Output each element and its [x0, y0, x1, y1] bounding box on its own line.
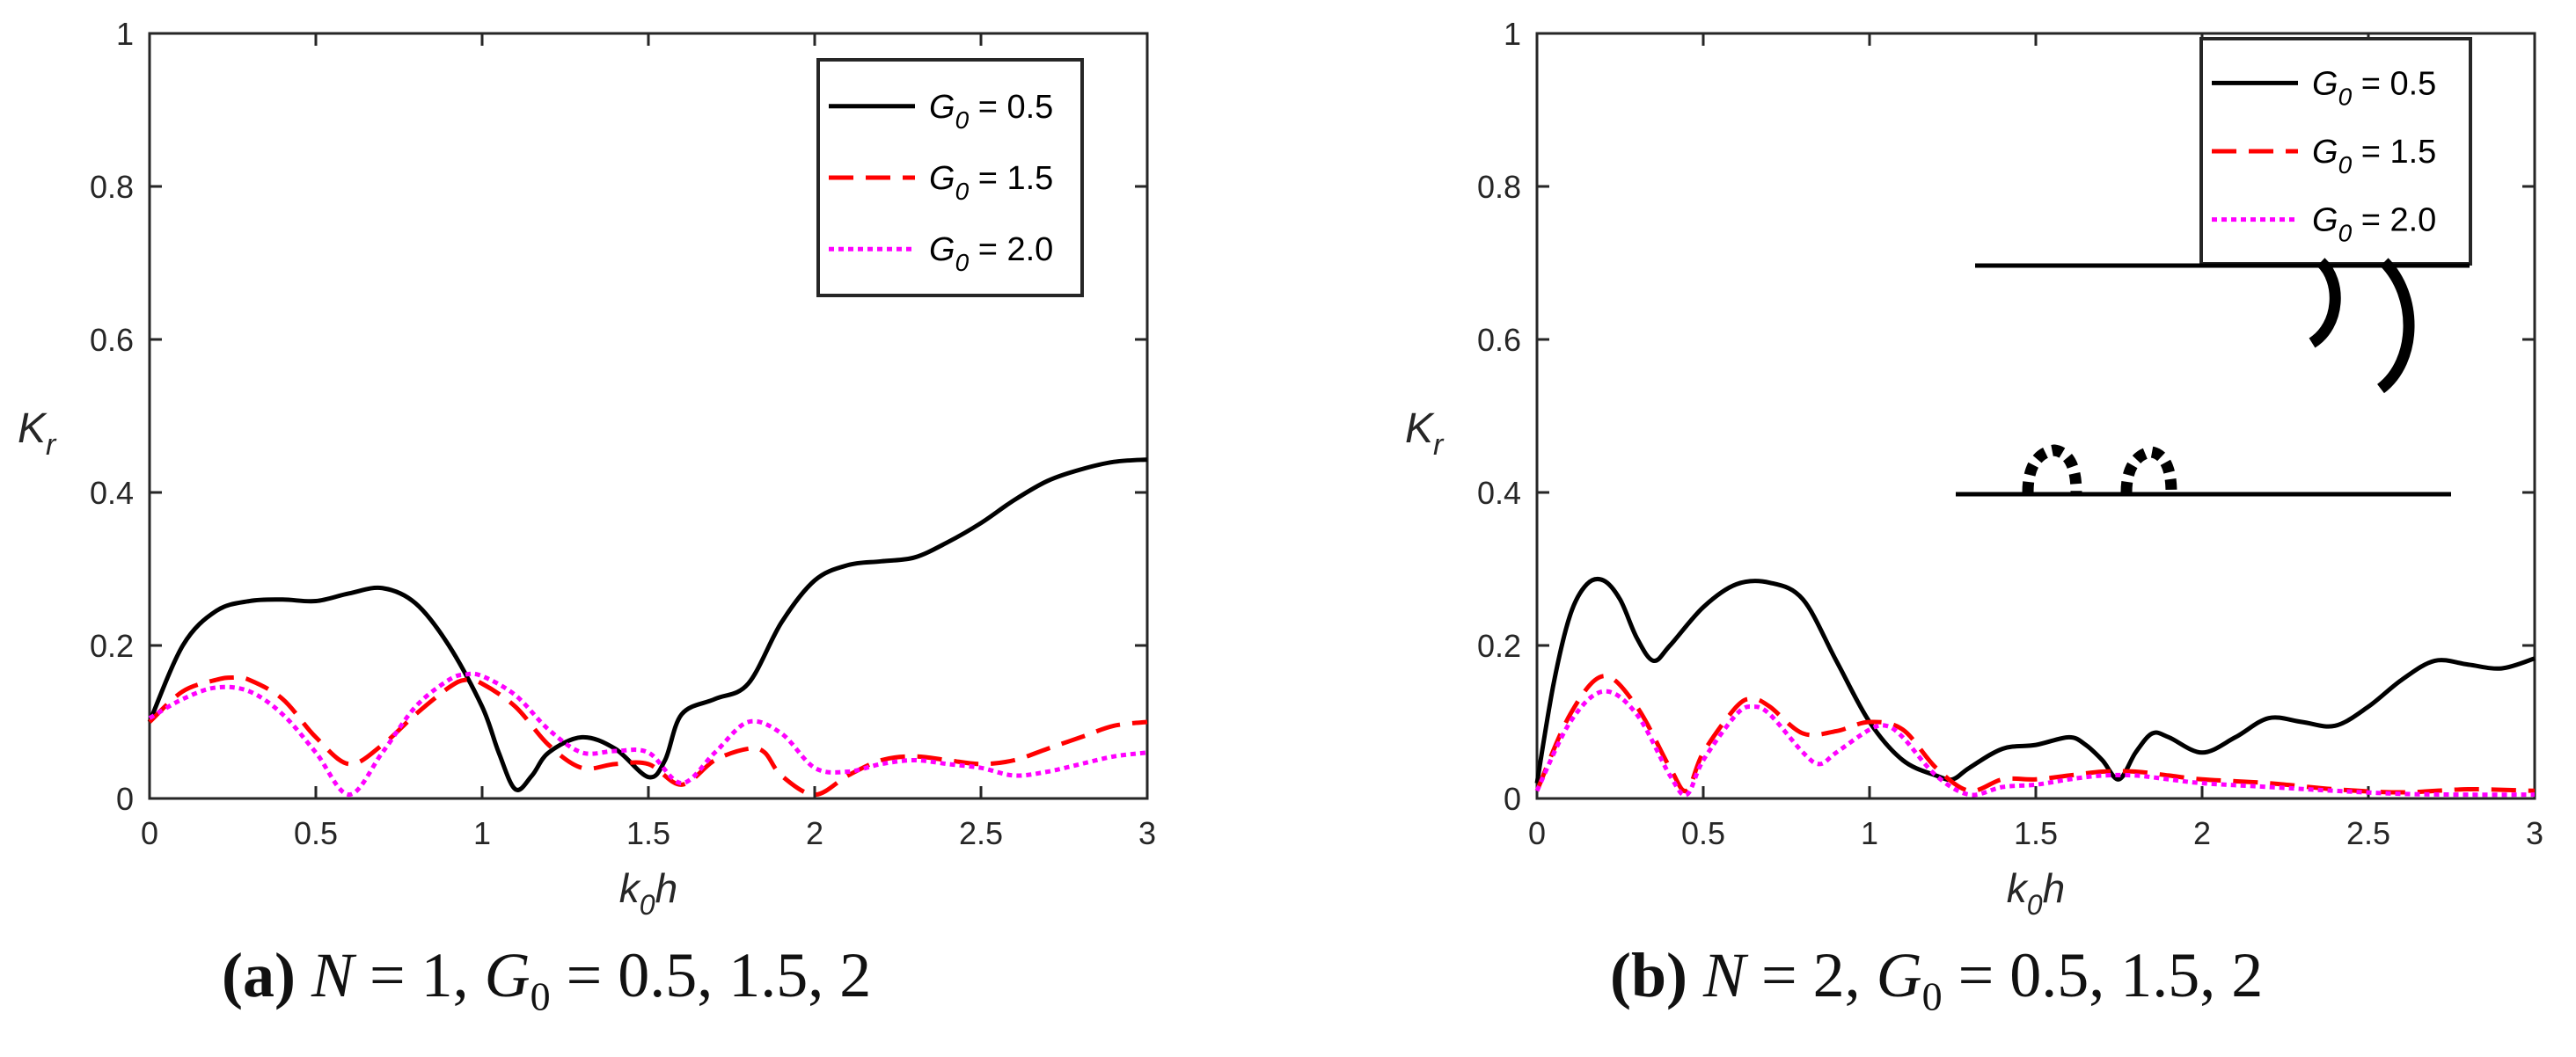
- x-tick-label: 1: [473, 815, 491, 851]
- x-axis-label-part: k: [2007, 865, 2029, 911]
- lower-arc-2: [2120, 446, 2177, 493]
- lower-arc-1: [2022, 444, 2082, 493]
- x-tick-label: 0.5: [294, 815, 338, 851]
- x-tick-label: 2.5: [2346, 815, 2390, 851]
- series-line-g0-2.0: [1534, 689, 2536, 798]
- series-line-g0-0.5: [1534, 576, 2536, 784]
- legend-entry: G0 = 2.0: [929, 231, 1053, 276]
- caption-a: (a) N = 1, G0 = 0.5, 1.5, 2: [222, 939, 871, 1036]
- legend-entry-value: = 2.0: [969, 231, 1053, 268]
- series-line-g0-1.5: [1534, 674, 2536, 795]
- y-tick-label: 0.4: [90, 475, 134, 511]
- caption-b: (b) N = 2, G0 = 0.5, 1.5, 2: [1610, 939, 2263, 1036]
- legend-entry-sub: 0: [955, 106, 970, 134]
- legend-entry-symbol: G: [929, 89, 955, 126]
- series-line-g0-0.5: [147, 457, 1148, 792]
- legend-entry-value: = 1.5: [2352, 134, 2436, 171]
- y-tick-label: 0.6: [1477, 322, 1521, 358]
- x-tick-label: 2.5: [959, 815, 1003, 851]
- x-tick-label: 0: [1528, 815, 1546, 851]
- y-tick-label: 0.8: [1477, 169, 1521, 205]
- legend-entry: G0 = 1.5: [929, 160, 1053, 205]
- x-tick-label: 0: [141, 815, 158, 851]
- caption-a-n-value: = 1,: [353, 940, 485, 1010]
- y-axis-label-part: K: [1405, 405, 1435, 452]
- legend-entry: G0 = 1.5: [2312, 134, 2436, 179]
- upper-curve-large: [2376, 258, 2415, 394]
- caption-b-g: G: [1876, 940, 1922, 1010]
- y-tick-label: 0.2: [90, 628, 134, 664]
- legend-entry-sub: 0: [2338, 83, 2353, 110]
- y-tick-label: 0.6: [90, 322, 134, 358]
- x-tick-label: 3: [2526, 815, 2543, 851]
- legend-entry-symbol: G: [929, 231, 955, 268]
- x-tick-label: 1: [1861, 815, 1878, 851]
- caption-a-n: N: [311, 940, 354, 1010]
- legend-entry-sub: 0: [955, 249, 970, 276]
- y-axis-label: Kr: [1405, 405, 1445, 462]
- caption-b-label: (b): [1610, 940, 1687, 1010]
- x-axis-label: k0h: [619, 865, 677, 921]
- x-axis-label-part: k: [619, 865, 641, 911]
- x-axis-label-part: h: [655, 865, 678, 911]
- legend-entry-sub: 0: [2338, 151, 2353, 179]
- x-axis-label: k0h: [2007, 865, 2065, 921]
- x-tick-label: 1.5: [2014, 815, 2058, 851]
- x-tick-label: 1.5: [626, 815, 670, 851]
- y-axis-label-sub: r: [46, 428, 57, 462]
- legend-entry-symbol: G: [929, 160, 955, 197]
- legend-box: [816, 58, 1084, 297]
- y-tick-label: 0: [1504, 781, 1521, 817]
- upper-curve-small: [2309, 258, 2341, 348]
- legend-entry: G0 = 0.5: [929, 89, 1053, 134]
- y-tick-label: 1: [1504, 16, 1521, 52]
- legend-entry-value: = 2.0: [2352, 202, 2436, 239]
- caption-a-label: (a): [222, 940, 296, 1010]
- caption-b-g-sub: 0: [1921, 973, 1943, 1019]
- x-axis-label-sub: 0: [2027, 889, 2043, 921]
- y-axis-label-sub: r: [1433, 428, 1445, 462]
- y-tick-label: 0: [116, 781, 134, 817]
- series-line-g0-2.0: [148, 671, 1148, 798]
- legend-box: [2199, 37, 2472, 266]
- legend-entry: G0 = 0.5: [2312, 65, 2436, 110]
- legend-entry-sub: 0: [955, 178, 970, 205]
- caption-a-g-values: = 0.5, 1.5, 2: [550, 940, 872, 1010]
- legend-entry-symbol: G: [2312, 202, 2338, 239]
- y-tick-label: 0.4: [1477, 475, 1521, 511]
- legend-entry-symbol: G: [2312, 134, 2338, 171]
- x-tick-label: 2: [2193, 815, 2211, 851]
- series-line-g0-1.5: [148, 674, 1148, 798]
- legend-entry-value: = 1.5: [969, 160, 1053, 197]
- caption-a-g: G: [484, 940, 531, 1010]
- legend-entry-value: = 0.5: [2352, 65, 2436, 102]
- caption-b-n: N: [1703, 940, 1746, 1010]
- legend-entry-symbol: G: [2312, 65, 2338, 102]
- legend-entry-value: = 0.5: [969, 89, 1053, 126]
- x-tick-label: 3: [1138, 815, 1156, 851]
- caption-b-g-values: = 0.5, 1.5, 2: [1942, 940, 2264, 1010]
- y-axis-label-part: K: [18, 405, 48, 452]
- y-tick-label: 0.8: [90, 169, 134, 205]
- x-tick-label: 0.5: [1681, 815, 1725, 851]
- x-axis-label-part: h: [2043, 865, 2066, 911]
- y-tick-label: 1: [116, 16, 134, 52]
- caption-b-n-value: = 2,: [1745, 940, 1877, 1010]
- y-tick-label: 0.2: [1477, 628, 1521, 664]
- y-axis-label: Kr: [18, 405, 57, 462]
- inset-sketch: [1956, 258, 2470, 497]
- x-axis-label-sub: 0: [640, 889, 655, 921]
- x-tick-label: 2: [806, 815, 823, 851]
- legend-entry: G0 = 2.0: [2312, 202, 2436, 247]
- caption-a-g-sub: 0: [530, 973, 551, 1019]
- legend-entry-sub: 0: [2338, 220, 2353, 247]
